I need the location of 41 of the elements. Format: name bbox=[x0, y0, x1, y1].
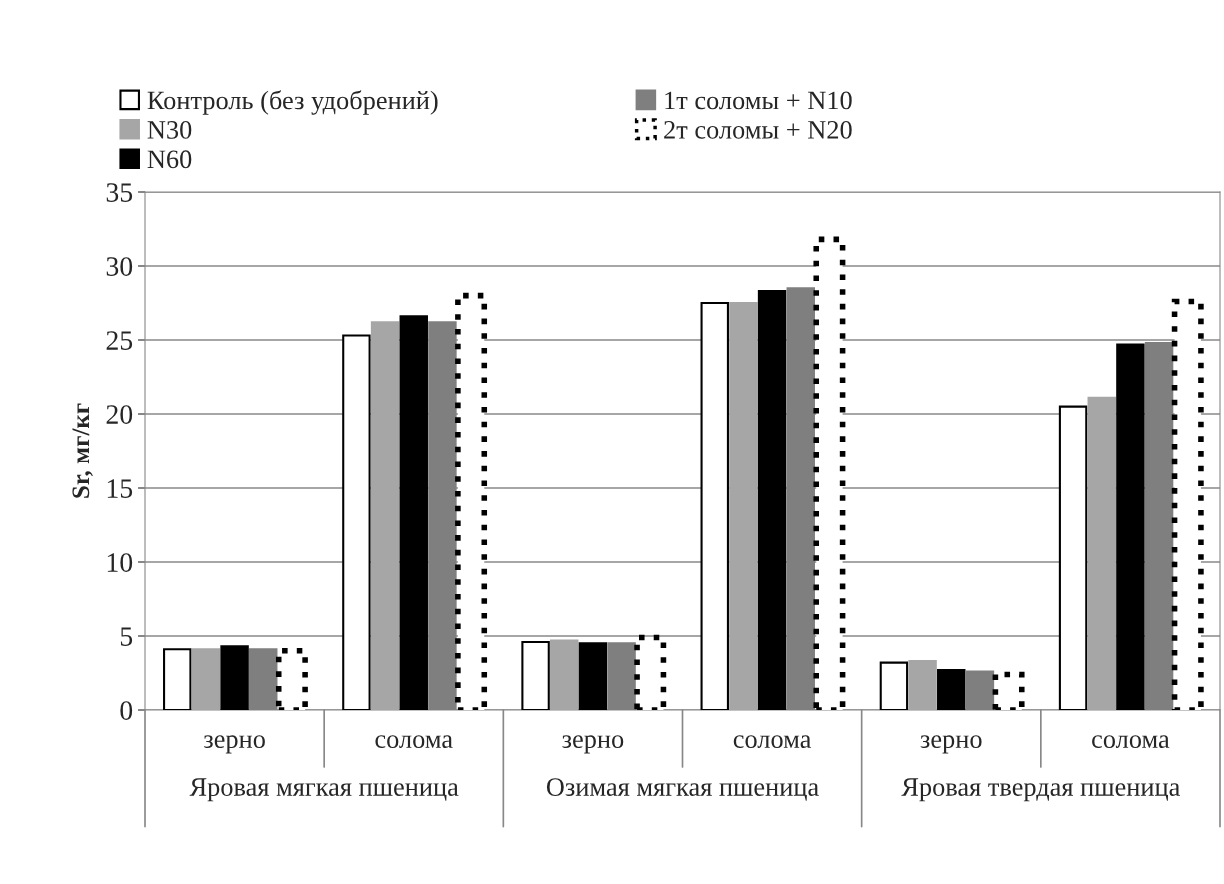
x-tick-label: солома bbox=[375, 735, 453, 749]
x-tick-label: зерно bbox=[562, 735, 624, 754]
y-tick-label: 0 bbox=[120, 701, 133, 720]
bar bbox=[937, 669, 966, 710]
legend-label: Контроль (без удобрений) bbox=[147, 90, 438, 115]
bar bbox=[578, 642, 608, 710]
bar bbox=[399, 315, 428, 710]
legend-label: 2т соломы + N20 bbox=[664, 120, 852, 139]
bar bbox=[163, 648, 192, 710]
bar bbox=[1116, 343, 1145, 710]
y-tick-label: 15 bbox=[107, 479, 133, 498]
bar bbox=[908, 660, 937, 710]
bar bbox=[342, 334, 371, 710]
y-tick-label: 5 bbox=[120, 627, 133, 646]
y-tick-label: 10 bbox=[107, 553, 133, 572]
y-tick-label: 35 bbox=[106, 183, 133, 202]
y-tick-label: 25 bbox=[106, 331, 133, 350]
y-tick-label: 20 bbox=[106, 405, 133, 424]
x-tick-label: зерно bbox=[204, 735, 265, 754]
x-tick-label: солома bbox=[733, 735, 812, 749]
bar bbox=[757, 290, 787, 710]
bar bbox=[879, 661, 909, 710]
legend-label: N30 bbox=[147, 120, 192, 139]
y-tick-label: 30 bbox=[106, 257, 133, 276]
bar bbox=[729, 301, 758, 710]
text: Яровая мягкая пшеница bbox=[189, 778, 459, 802]
text: Озимая мягкая пшеница bbox=[546, 778, 819, 801]
bar bbox=[550, 639, 579, 710]
y-axis-title: Sr, мг/кг bbox=[72, 403, 93, 498]
bar bbox=[1058, 405, 1088, 710]
legend-label: N60 bbox=[147, 150, 192, 169]
bar bbox=[700, 301, 729, 710]
bar bbox=[370, 321, 400, 710]
bar bbox=[1087, 396, 1116, 710]
x-tick-label: зерно bbox=[920, 735, 982, 754]
text: Яровая твердая пшеница bbox=[901, 778, 1180, 802]
x-tick-label: солома bbox=[1092, 735, 1170, 749]
bar bbox=[521, 640, 550, 710]
legend-label: 1т соломы + N10 bbox=[665, 91, 852, 110]
bar bbox=[220, 645, 249, 710]
bar bbox=[191, 648, 221, 710]
